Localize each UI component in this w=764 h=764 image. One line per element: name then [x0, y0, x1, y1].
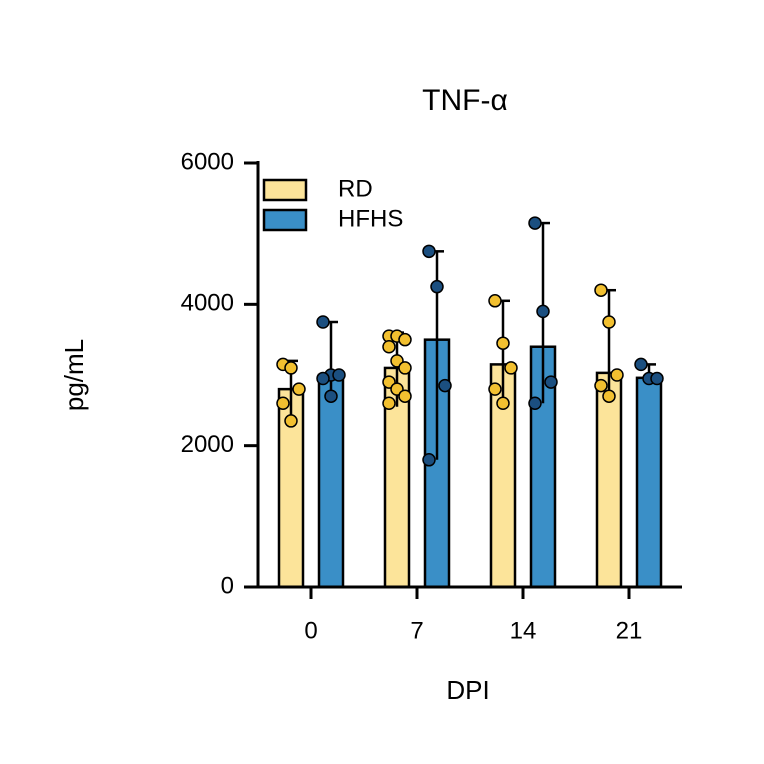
data-point — [528, 396, 542, 411]
data-point — [332, 368, 346, 382]
data-point — [536, 304, 550, 319]
x-tick-label: 0 — [304, 617, 317, 644]
data-point — [496, 396, 510, 411]
data-point — [488, 294, 502, 308]
data-point — [634, 357, 648, 372]
y-tick-label: 0 — [221, 572, 234, 599]
data-point — [398, 361, 412, 375]
data-point — [398, 389, 412, 403]
data-point — [602, 315, 616, 329]
chart-title: TNF-α — [422, 84, 508, 117]
x-axis-label: DPI — [446, 675, 489, 705]
y-tick-label: 4000 — [181, 290, 234, 317]
data-point — [544, 375, 558, 389]
data-point — [504, 361, 518, 375]
data-point — [488, 382, 502, 396]
legend-swatch — [262, 178, 308, 202]
data-point — [610, 368, 624, 382]
bar — [635, 376, 663, 589]
legend-label: RD — [338, 175, 373, 202]
data-point — [528, 216, 542, 230]
data-point — [430, 279, 444, 294]
data-point — [438, 378, 452, 393]
data-point — [284, 414, 298, 428]
legend-label: HFHS — [338, 205, 403, 232]
x-tick-label: 21 — [616, 617, 643, 644]
data-point — [382, 396, 396, 411]
data-point — [276, 396, 290, 411]
data-point — [496, 336, 510, 350]
data-point — [650, 371, 664, 386]
data-point — [594, 283, 608, 297]
data-point — [284, 361, 298, 375]
data-point — [324, 389, 338, 403]
data-point — [422, 244, 436, 259]
y-tick-label: 6000 — [181, 148, 234, 175]
legend-swatch — [262, 208, 308, 232]
bar — [317, 373, 345, 589]
x-tick-label: 7 — [410, 617, 423, 644]
data-point — [316, 315, 330, 329]
x-tick-label: 14 — [510, 617, 537, 644]
data-point — [422, 453, 436, 467]
data-point — [594, 378, 608, 393]
data-point — [398, 332, 412, 347]
y-axis-label: pg/mL — [59, 339, 89, 411]
bar — [595, 371, 623, 589]
data-point — [292, 382, 306, 396]
data-point — [316, 371, 330, 386]
y-tick-label: 2000 — [181, 431, 234, 458]
data-point — [602, 389, 616, 403]
data-point — [382, 339, 396, 354]
